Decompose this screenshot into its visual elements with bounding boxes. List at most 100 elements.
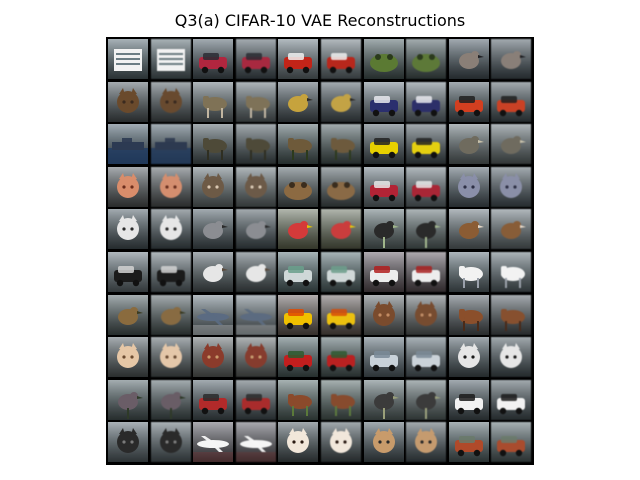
image-tile-svg <box>491 209 532 250</box>
image-tile-svg <box>150 81 191 122</box>
image-tile-svg <box>363 379 404 420</box>
image-tile-svg <box>406 209 447 250</box>
image-tile-svg <box>150 39 191 79</box>
image-tile-svg <box>108 124 148 165</box>
image-tile-svg <box>320 337 361 378</box>
image-tile-svg <box>491 124 532 165</box>
image-tile-svg <box>235 337 276 378</box>
reconstructed-image-tile <box>150 422 191 463</box>
image-tile-svg <box>278 39 319 79</box>
reconstructed-image-tile <box>235 166 276 207</box>
reconstruction-grid-frame <box>106 37 534 465</box>
image-tile-svg <box>363 294 404 335</box>
original-image-tile <box>363 81 404 122</box>
reconstructed-image-tile <box>406 337 447 378</box>
image-tile-svg <box>193 251 234 292</box>
image-tile-svg <box>235 39 276 79</box>
image-tile-svg <box>448 251 489 292</box>
reconstructed-image-tile <box>491 124 532 165</box>
image-tile-svg <box>278 379 319 420</box>
reconstructed-image-tile <box>150 81 191 122</box>
original-image-tile <box>363 337 404 378</box>
image-tile-svg <box>108 39 148 79</box>
image-tile-svg <box>448 294 489 335</box>
image-tile-svg <box>320 166 361 207</box>
image-tile-svg <box>363 166 404 207</box>
original-image-tile <box>278 39 319 79</box>
reconstructed-image-tile <box>491 81 532 122</box>
original-image-tile <box>448 379 489 420</box>
original-image-tile <box>363 124 404 165</box>
original-image-tile <box>193 81 234 122</box>
original-image-tile <box>278 124 319 165</box>
reconstructed-image-tile <box>320 124 361 165</box>
reconstructed-image-tile <box>235 124 276 165</box>
image-tile-svg <box>150 294 191 335</box>
image-tile-svg <box>193 294 234 335</box>
figure-title: Q3(a) CIFAR-10 VAE Reconstructions <box>174 11 466 30</box>
image-tile-svg <box>108 251 148 292</box>
image-tile-svg <box>278 251 319 292</box>
original-image-tile <box>108 379 148 420</box>
image-tile-svg <box>235 124 276 165</box>
image-tile-svg <box>235 166 276 207</box>
original-image-tile <box>448 337 489 378</box>
image-tile-svg <box>193 337 234 378</box>
image-tile-svg <box>320 251 361 292</box>
original-image-tile <box>363 422 404 463</box>
reconstructed-image-tile <box>406 39 447 79</box>
reconstructed-image-tile <box>406 81 447 122</box>
reconstructed-image-tile <box>491 422 532 463</box>
reconstructed-image-tile <box>406 251 447 292</box>
image-tile-svg <box>108 166 148 207</box>
reconstructed-image-tile <box>406 379 447 420</box>
reconstructed-image-tile <box>406 422 447 463</box>
image-tile-svg <box>406 166 447 207</box>
reconstructed-image-tile <box>320 209 361 250</box>
reconstructed-image-tile <box>235 379 276 420</box>
image-tile-svg <box>278 294 319 335</box>
reconstructed-image-tile <box>235 294 276 335</box>
reconstructed-image-tile <box>235 251 276 292</box>
original-image-tile <box>193 294 234 335</box>
original-image-tile <box>448 166 489 207</box>
original-image-tile <box>108 166 148 207</box>
reconstructed-image-tile <box>491 166 532 207</box>
image-tile-svg <box>448 422 489 463</box>
reconstructed-image-tile <box>150 379 191 420</box>
image-tile-svg <box>320 294 361 335</box>
image-tile-svg <box>320 81 361 122</box>
image-tile-svg <box>363 209 404 250</box>
image-tile-svg <box>406 124 447 165</box>
reconstructed-image-tile <box>150 39 191 79</box>
original-image-tile <box>108 209 148 250</box>
image-tile-svg <box>406 294 447 335</box>
image-tile-svg <box>491 166 532 207</box>
original-image-tile <box>448 422 489 463</box>
original-image-tile <box>108 251 148 292</box>
image-tile-svg <box>108 422 148 463</box>
original-image-tile <box>278 379 319 420</box>
original-image-tile <box>193 337 234 378</box>
image-tile-svg <box>235 379 276 420</box>
image-tile-svg <box>491 337 532 378</box>
original-image-tile <box>278 422 319 463</box>
image-tile-svg <box>406 337 447 378</box>
original-image-tile <box>363 209 404 250</box>
image-tile-svg <box>448 337 489 378</box>
original-image-tile <box>108 337 148 378</box>
reconstructed-image-tile <box>320 379 361 420</box>
reconstructed-image-tile <box>320 294 361 335</box>
reconstructed-image-tile <box>235 209 276 250</box>
image-tile-svg <box>278 337 319 378</box>
image-tile-svg <box>406 422 447 463</box>
reconstructed-image-tile <box>491 251 532 292</box>
image-tile-svg <box>150 379 191 420</box>
image-tile-svg <box>320 209 361 250</box>
reconstructed-image-tile <box>150 209 191 250</box>
reconstructed-image-tile <box>491 337 532 378</box>
reconstructed-image-tile <box>235 422 276 463</box>
reconstructed-image-tile <box>320 166 361 207</box>
original-image-tile <box>448 209 489 250</box>
image-tile-svg <box>363 251 404 292</box>
